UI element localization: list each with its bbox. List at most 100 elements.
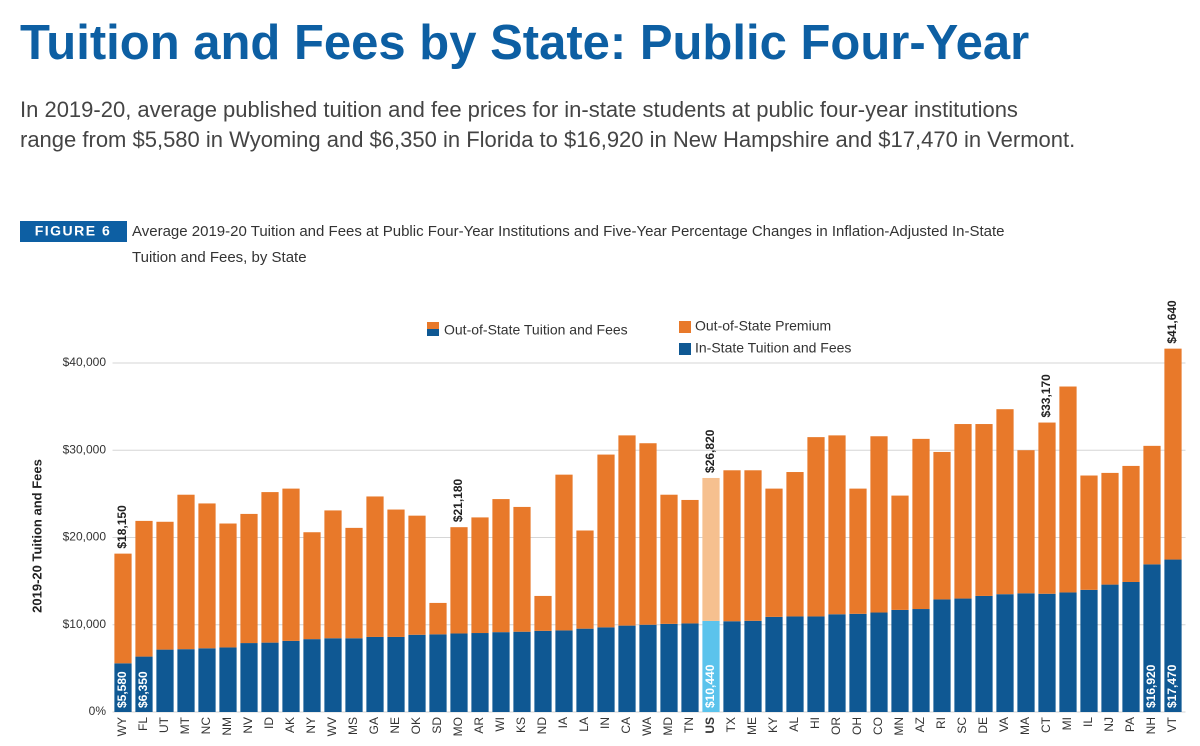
bar-segment [786,616,804,712]
bar-segment [471,633,489,712]
x-tick-label: AZ [913,717,927,732]
bar-segment [912,438,930,610]
bar-segment [1101,584,1119,712]
y-axis-title: 2019-20 Tuition and Fees [29,459,44,613]
bar-segment [933,599,951,712]
x-tick-label: TN [682,717,696,733]
data-label: $6,350 [136,671,150,708]
subtitle: range from $5,580 in Wyoming and $6,350 … [20,127,1075,152]
x-tick-label: CO [871,717,885,735]
bar-segment [891,609,909,712]
figure-label-box [20,221,127,242]
bar-segment [702,477,720,621]
bar-segment [639,624,657,712]
x-tick-label: NY [304,717,318,734]
legend-swatch [427,322,439,329]
bar-segment [534,595,552,631]
bar-segment [324,510,342,639]
bar-segment [744,470,762,621]
x-tick-label: AK [283,717,297,733]
y-tick-label: $40,000 [63,355,107,369]
x-tick-label: AL [787,717,801,732]
total-label: $33,170 [1039,374,1053,418]
x-tick-label: HI [808,717,822,729]
bar-segment [177,494,195,650]
x-tick-label: MS [346,717,360,735]
bar-segment [1017,450,1035,594]
subtitle: In 2019-20, average published tuition an… [20,97,1018,122]
bar-segment [534,630,552,712]
bar-segment [219,523,237,648]
bar-segment [891,495,909,610]
bar-segment [345,638,363,712]
bar-segment [240,513,258,644]
bar-segment [660,494,678,624]
figure-label: FIGURE 6 [35,223,112,239]
x-tick-label: NV [241,717,255,734]
bar-segment [828,614,846,712]
x-tick-label: RI [934,717,948,729]
legend-label: Out-of-State Tuition and Fees [444,322,628,338]
bar-segment [744,620,762,712]
legend-label: In-State Tuition and Fees [695,340,851,356]
bar-segment [660,623,678,712]
x-tick-label: OR [829,717,843,735]
bar-segment [1059,386,1077,593]
bar-segment [555,630,573,712]
bar-segment [324,638,342,712]
bar-segment [597,454,615,628]
x-tick-label: MI [1060,717,1074,730]
x-tick-label: NJ [1102,717,1116,732]
x-tick-label: KY [766,717,780,733]
bar-segment [996,594,1014,712]
data-label: $5,580 [115,671,129,708]
bar-segment [996,409,1014,595]
bar-segment [345,527,363,639]
x-tick-label: US [703,717,717,734]
data-label: $10,440 [703,664,717,708]
bar-segment [261,642,279,712]
bar-segment [1122,465,1140,582]
bar-segment [408,515,426,635]
bar-segment [1122,581,1140,712]
x-tick-label: OK [409,717,423,734]
bar-segment [618,435,636,626]
bar-segment [681,499,699,624]
bar-segment [135,656,153,712]
x-tick-label: SC [955,717,969,734]
total-label: $21,180 [451,478,465,522]
x-tick-label: WY [115,717,129,736]
bar-segment [387,636,405,712]
bar-segment [156,521,174,650]
bar-segment [870,436,888,613]
caption: Tuition and Fees, by State [132,249,307,266]
bar-segment [177,649,195,712]
x-tick-label: CA [619,717,633,734]
bar-segment [408,634,426,712]
bar-segment [513,506,531,632]
data-label: $17,470 [1165,664,1179,708]
bar-segment [639,443,657,625]
bar-segment [156,649,174,712]
bar-segment [1101,472,1119,585]
bar-segment [870,612,888,712]
x-tick-label: NC [199,717,213,735]
bar-segment [303,532,321,640]
bar-segment [786,472,804,617]
bar-segment [681,623,699,712]
bar-segment [702,620,720,712]
bar-segment [975,595,993,712]
bar-segment [429,634,447,712]
legend-swatch [427,329,439,336]
x-tick-label: WI [493,717,507,732]
bar-segment [240,643,258,712]
x-tick-label: ND [535,717,549,735]
page-title: Tuition and Fees by State: Public Four-Y… [20,16,1029,70]
y-tick-label: $30,000 [63,442,107,456]
bar-segment [723,470,741,622]
bar-segment [282,488,300,641]
x-tick-label: FL [136,717,150,731]
bar-segment [576,530,594,629]
x-tick-label: MT [178,716,192,734]
